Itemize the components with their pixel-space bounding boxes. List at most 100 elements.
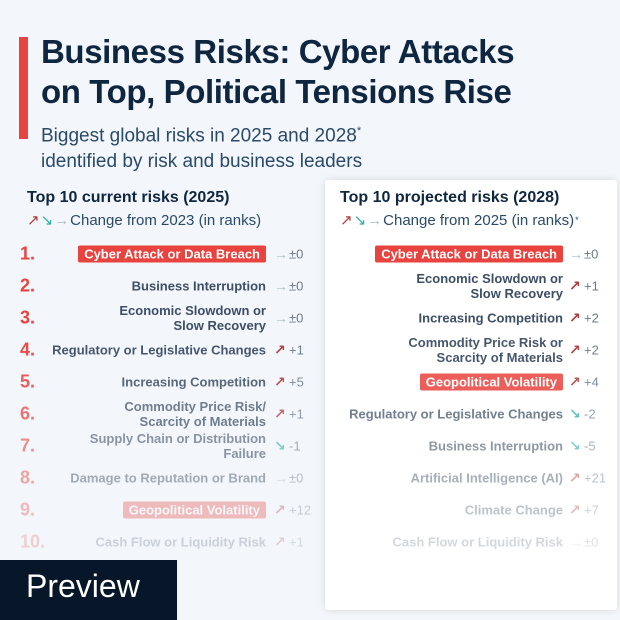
- arrow-down-icon: ↘: [274, 437, 286, 454]
- arrow-down-icon: ↘: [569, 437, 581, 454]
- risk-label: Business Interruption: [428, 438, 563, 454]
- arrow-down-icon: ↘: [40, 212, 54, 229]
- arrow-down-icon: ↘: [569, 405, 581, 422]
- risk-label: Cash Flow or Liquidity Risk: [392, 534, 563, 550]
- arrow-up-icon: ↗: [569, 309, 581, 326]
- risk-label: Commodity Price Risk or Scarcity of Mate…: [408, 335, 563, 365]
- arrow-up-icon: ↗: [569, 469, 581, 486]
- risk-label: Regulatory or Legislative Changes: [52, 342, 266, 358]
- arrow-up-icon: ↗: [27, 212, 40, 229]
- rank-number: 6.: [20, 403, 36, 424]
- rank-change: +21: [584, 470, 607, 486]
- right-risk-row: Cash Flow or Liquidity Risk → ±0: [0, 526, 620, 558]
- arrow-flat-icon: →: [569, 246, 583, 262]
- rank-number: 8.: [20, 467, 36, 488]
- risk-label: Cash Flow or Liquidity Risk: [95, 534, 266, 550]
- arrow-up-icon: ↗: [274, 533, 286, 550]
- rank-number: 4.: [20, 339, 36, 360]
- arrow-flat-icon: →: [274, 470, 288, 486]
- right-risk-row: Business Interruption ↘ -5: [0, 430, 620, 462]
- arrow-up-icon: ↗: [274, 341, 286, 358]
- rank-number: 10.: [20, 531, 46, 552]
- risk-label: Artificial Intelligence (AI): [410, 470, 563, 486]
- arrow-right-icon: →: [54, 211, 70, 229]
- rank-number: 3.: [20, 307, 36, 328]
- rank-change: -1: [289, 438, 301, 454]
- arrow-flat-icon: →: [274, 278, 288, 294]
- rank-change: +12: [289, 502, 312, 518]
- current-heading: Top 10 current risks (2025): [27, 189, 230, 206]
- rank-change: +1: [289, 406, 304, 422]
- left-risk-row: 9. Geopolitical Volatility ↗ +12: [0, 494, 620, 526]
- arrow-flat-icon: →: [569, 534, 583, 550]
- left-risk-row: 4. Regulatory or Legislative Changes ↗ +1: [0, 334, 620, 366]
- rank-change: +2: [584, 342, 599, 358]
- rank-change: +2: [584, 310, 599, 326]
- rank-change: -2: [584, 406, 596, 422]
- arrow-down-icon: ↘: [353, 212, 367, 229]
- right-risk-row: Geopolitical Volatility ↗ +4: [0, 366, 620, 398]
- arrow-up-icon: ↗: [340, 212, 353, 229]
- arrow-flat-icon: →: [274, 310, 288, 326]
- arrow-up-icon: ↗: [569, 373, 581, 390]
- rank-number: 7.: [20, 435, 36, 456]
- right-risk-row: Artificial Intelligence (AI) ↗ +21: [0, 462, 620, 494]
- right-risk-row: Economic Slowdown or Slow Recovery ↗ +1: [0, 270, 620, 302]
- current-legend: ↗ ↘ → Change from 2023 (in ranks): [27, 211, 262, 230]
- arrow-flat-icon: →: [274, 246, 288, 262]
- rank-change: +7: [584, 502, 599, 518]
- rank-change: +1: [584, 278, 599, 294]
- rank-change: ±0: [584, 246, 599, 262]
- right-risk-row: Regulatory or Legislative Changes ↘ -2: [0, 398, 620, 430]
- accent-bar: [19, 37, 28, 139]
- arrow-up-icon: ↗: [569, 277, 581, 294]
- arrow-up-icon: ↗: [274, 501, 286, 518]
- risk-label: Commodity Price Risk/ Scarcity of Materi…: [124, 399, 266, 429]
- rank-number: 9.: [20, 499, 36, 520]
- right-risk-row: Climate Change ↗ +7: [0, 494, 620, 526]
- risk-label: Increasing Competition: [418, 310, 563, 326]
- risk-label: Damage to Reputation or Brand: [70, 470, 266, 486]
- arrow-up-icon: ↗: [569, 501, 581, 518]
- right-risk-row: Increasing Competition ↗ +2: [0, 302, 620, 334]
- left-risk-row: 8. Damage to Reputation or Brand → ±0: [0, 462, 620, 494]
- rank-change: ±0: [289, 310, 304, 326]
- arrow-up-icon: ↗: [569, 341, 581, 358]
- rank-change: +4: [584, 374, 599, 390]
- risk-label: Increasing Competition: [121, 374, 266, 390]
- left-risk-row: 6. Commodity Price Risk/ Scarcity of Mate…: [0, 398, 620, 430]
- left-risk-row: 7. Supply Chain or Distribution Failure ↘ -…: [0, 430, 620, 462]
- risk-label: Geopolitical Volatility: [50, 501, 266, 519]
- risk-label: Economic Slowdown or Slow Recovery: [416, 271, 563, 301]
- rank-number: 5.: [20, 371, 36, 392]
- subtitle: Biggest global risks in 2025 and 2028* id…: [41, 125, 363, 173]
- left-risk-row: 2. Business Interruption → ±0: [0, 270, 620, 302]
- left-risk-row: 1. Cyber Attack or Data Breach → ±0: [0, 238, 620, 270]
- risk-label: Economic Slowdown or Slow Recovery: [119, 303, 266, 333]
- risk-label: Cyber Attack or Data Breach: [332, 245, 563, 263]
- rank-change: ±0: [289, 246, 304, 262]
- right-risk-row: Cyber Attack or Data Breach → ±0: [0, 238, 620, 270]
- rank-change: ±0: [289, 470, 304, 486]
- rank-change: +1: [289, 342, 304, 358]
- projected-legend: ↗ ↘ → Change from 2025 (in ranks) *: [340, 211, 579, 230]
- rank-number: 2.: [20, 275, 36, 296]
- rank-change: +5: [289, 374, 304, 390]
- arrow-up-icon: ↗: [274, 373, 286, 390]
- risk-label: Supply Chain or Distribution Failure: [89, 431, 266, 461]
- page-title: Business Risks: Cyber Attacks on Top, Pol…: [41, 33, 515, 110]
- rank-change: ±0: [289, 278, 304, 294]
- risk-label: Cyber Attack or Data Breach: [50, 245, 266, 263]
- preview-badge: Preview: [0, 560, 177, 620]
- arrow-right-icon: →: [367, 211, 383, 229]
- risk-label: Climate Change: [464, 502, 563, 518]
- arrow-up-icon: ↗: [274, 405, 286, 422]
- projected-heading: Top 10 projected risks (2028): [340, 189, 560, 206]
- left-risk-row: 3. Economic Slowdown or Slow Recovery → ±0: [0, 302, 620, 334]
- rank-number: 1.: [20, 243, 36, 264]
- risk-label: Geopolitical Volatility: [332, 373, 563, 391]
- rank-change: +1: [289, 534, 304, 550]
- rank-change: ±0: [584, 534, 599, 550]
- right-risk-row: Commodity Price Risk or Scarcity of Mate…: [0, 334, 620, 366]
- left-risk-row: 5. Increasing Competition ↗ +5: [0, 366, 620, 398]
